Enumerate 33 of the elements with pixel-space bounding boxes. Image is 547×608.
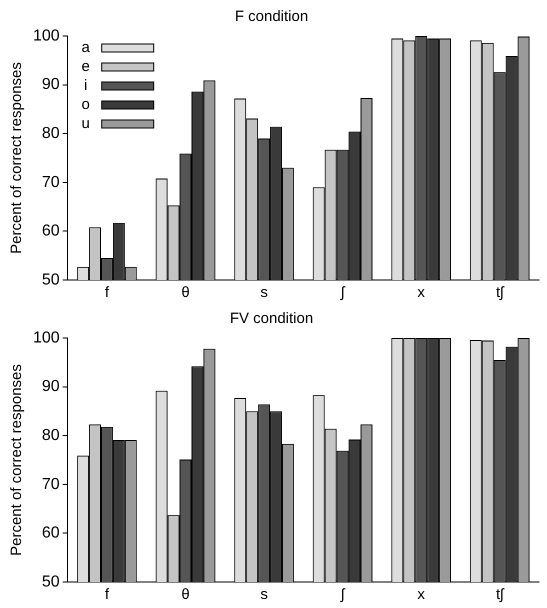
x-tick-label: s (260, 284, 268, 302)
y-tick-label: 100 (32, 27, 60, 44)
y-tick-label: 70 (42, 174, 60, 191)
y-tick-label: 60 (42, 524, 60, 542)
y-tick-label: 80 (42, 427, 60, 444)
y-tick-label: 90 (42, 378, 60, 396)
x-tick-label: x (417, 586, 426, 604)
x-tick-label: f (104, 586, 110, 604)
legend-label: i (84, 77, 88, 94)
legend-label: a (82, 39, 91, 56)
x-tick-label: θ (181, 284, 190, 302)
y-tick-label: 60 (42, 222, 60, 240)
legend-label: e (82, 58, 90, 76)
y-tick-label: 50 (42, 271, 60, 288)
x-tick-label: ʃ (340, 586, 346, 604)
x-tick-label: tʃ (496, 284, 506, 302)
legend-label: o (82, 96, 90, 114)
x-tick-label: tʃ (496, 586, 506, 604)
y-tick-label: 100 (32, 329, 60, 346)
y-tick-label: 70 (42, 476, 60, 493)
y-axis-title: Percent of correct responses (8, 364, 26, 556)
x-tick-label: f (104, 284, 110, 302)
y-tick-label: 80 (42, 125, 60, 142)
chart-title: FV condition (230, 310, 314, 328)
chart-title: F condition (234, 8, 308, 26)
legend-label: u (82, 115, 90, 132)
x-tick-label: θ (181, 586, 190, 604)
y-tick-label: 90 (42, 76, 60, 94)
x-tick-label: x (417, 284, 426, 302)
y-axis-title: Percent of correct responses (8, 62, 26, 254)
x-tick-label: s (260, 586, 268, 604)
x-tick-label: ʃ (340, 284, 346, 302)
y-tick-label: 50 (42, 573, 60, 590)
